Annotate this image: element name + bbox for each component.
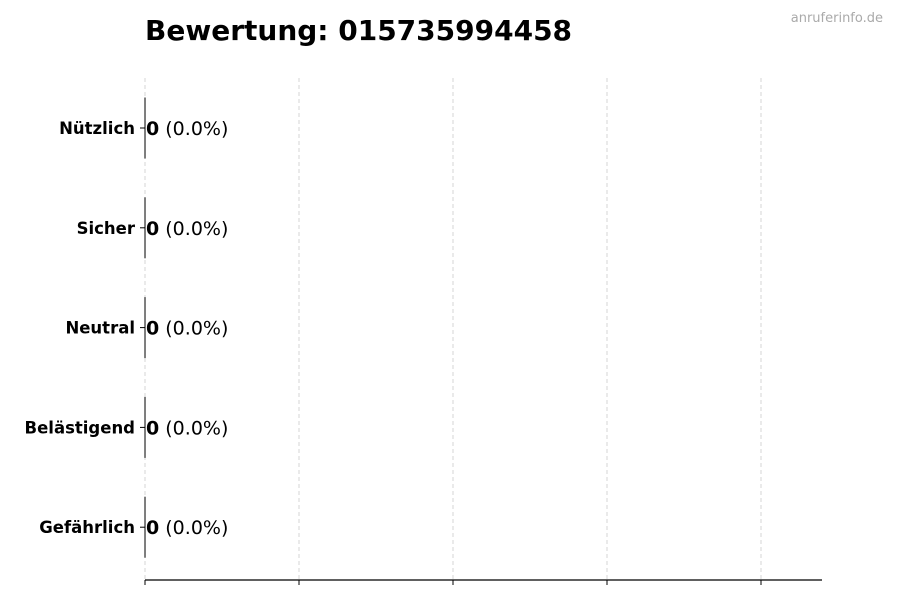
percent: (0.0%) <box>159 118 228 140</box>
watermark: anruferinfo.de <box>791 11 883 26</box>
value-label: 0 (0.0%) <box>146 118 228 140</box>
category-label: Belästigend <box>25 418 135 437</box>
value-label: 0 (0.0%) <box>146 218 228 240</box>
count: 0 <box>146 417 159 439</box>
value-label: 0 (0.0%) <box>146 318 228 340</box>
count: 0 <box>146 218 159 240</box>
percent: (0.0%) <box>159 218 228 240</box>
category-label: Gefährlich <box>39 518 135 537</box>
percent: (0.0%) <box>159 517 228 539</box>
category-label: Sicher <box>77 219 136 238</box>
category-label: Nützlich <box>59 119 135 138</box>
chart-title: Bewertung: 015735994458 <box>145 14 572 47</box>
category-label: Neutral <box>65 319 135 338</box>
value-label: 0 (0.0%) <box>146 417 228 439</box>
percent: (0.0%) <box>159 318 228 340</box>
count: 0 <box>146 318 159 340</box>
value-label: 0 (0.0%) <box>146 517 228 539</box>
count: 0 <box>146 517 159 539</box>
count: 0 <box>146 118 159 140</box>
percent: (0.0%) <box>159 417 228 439</box>
